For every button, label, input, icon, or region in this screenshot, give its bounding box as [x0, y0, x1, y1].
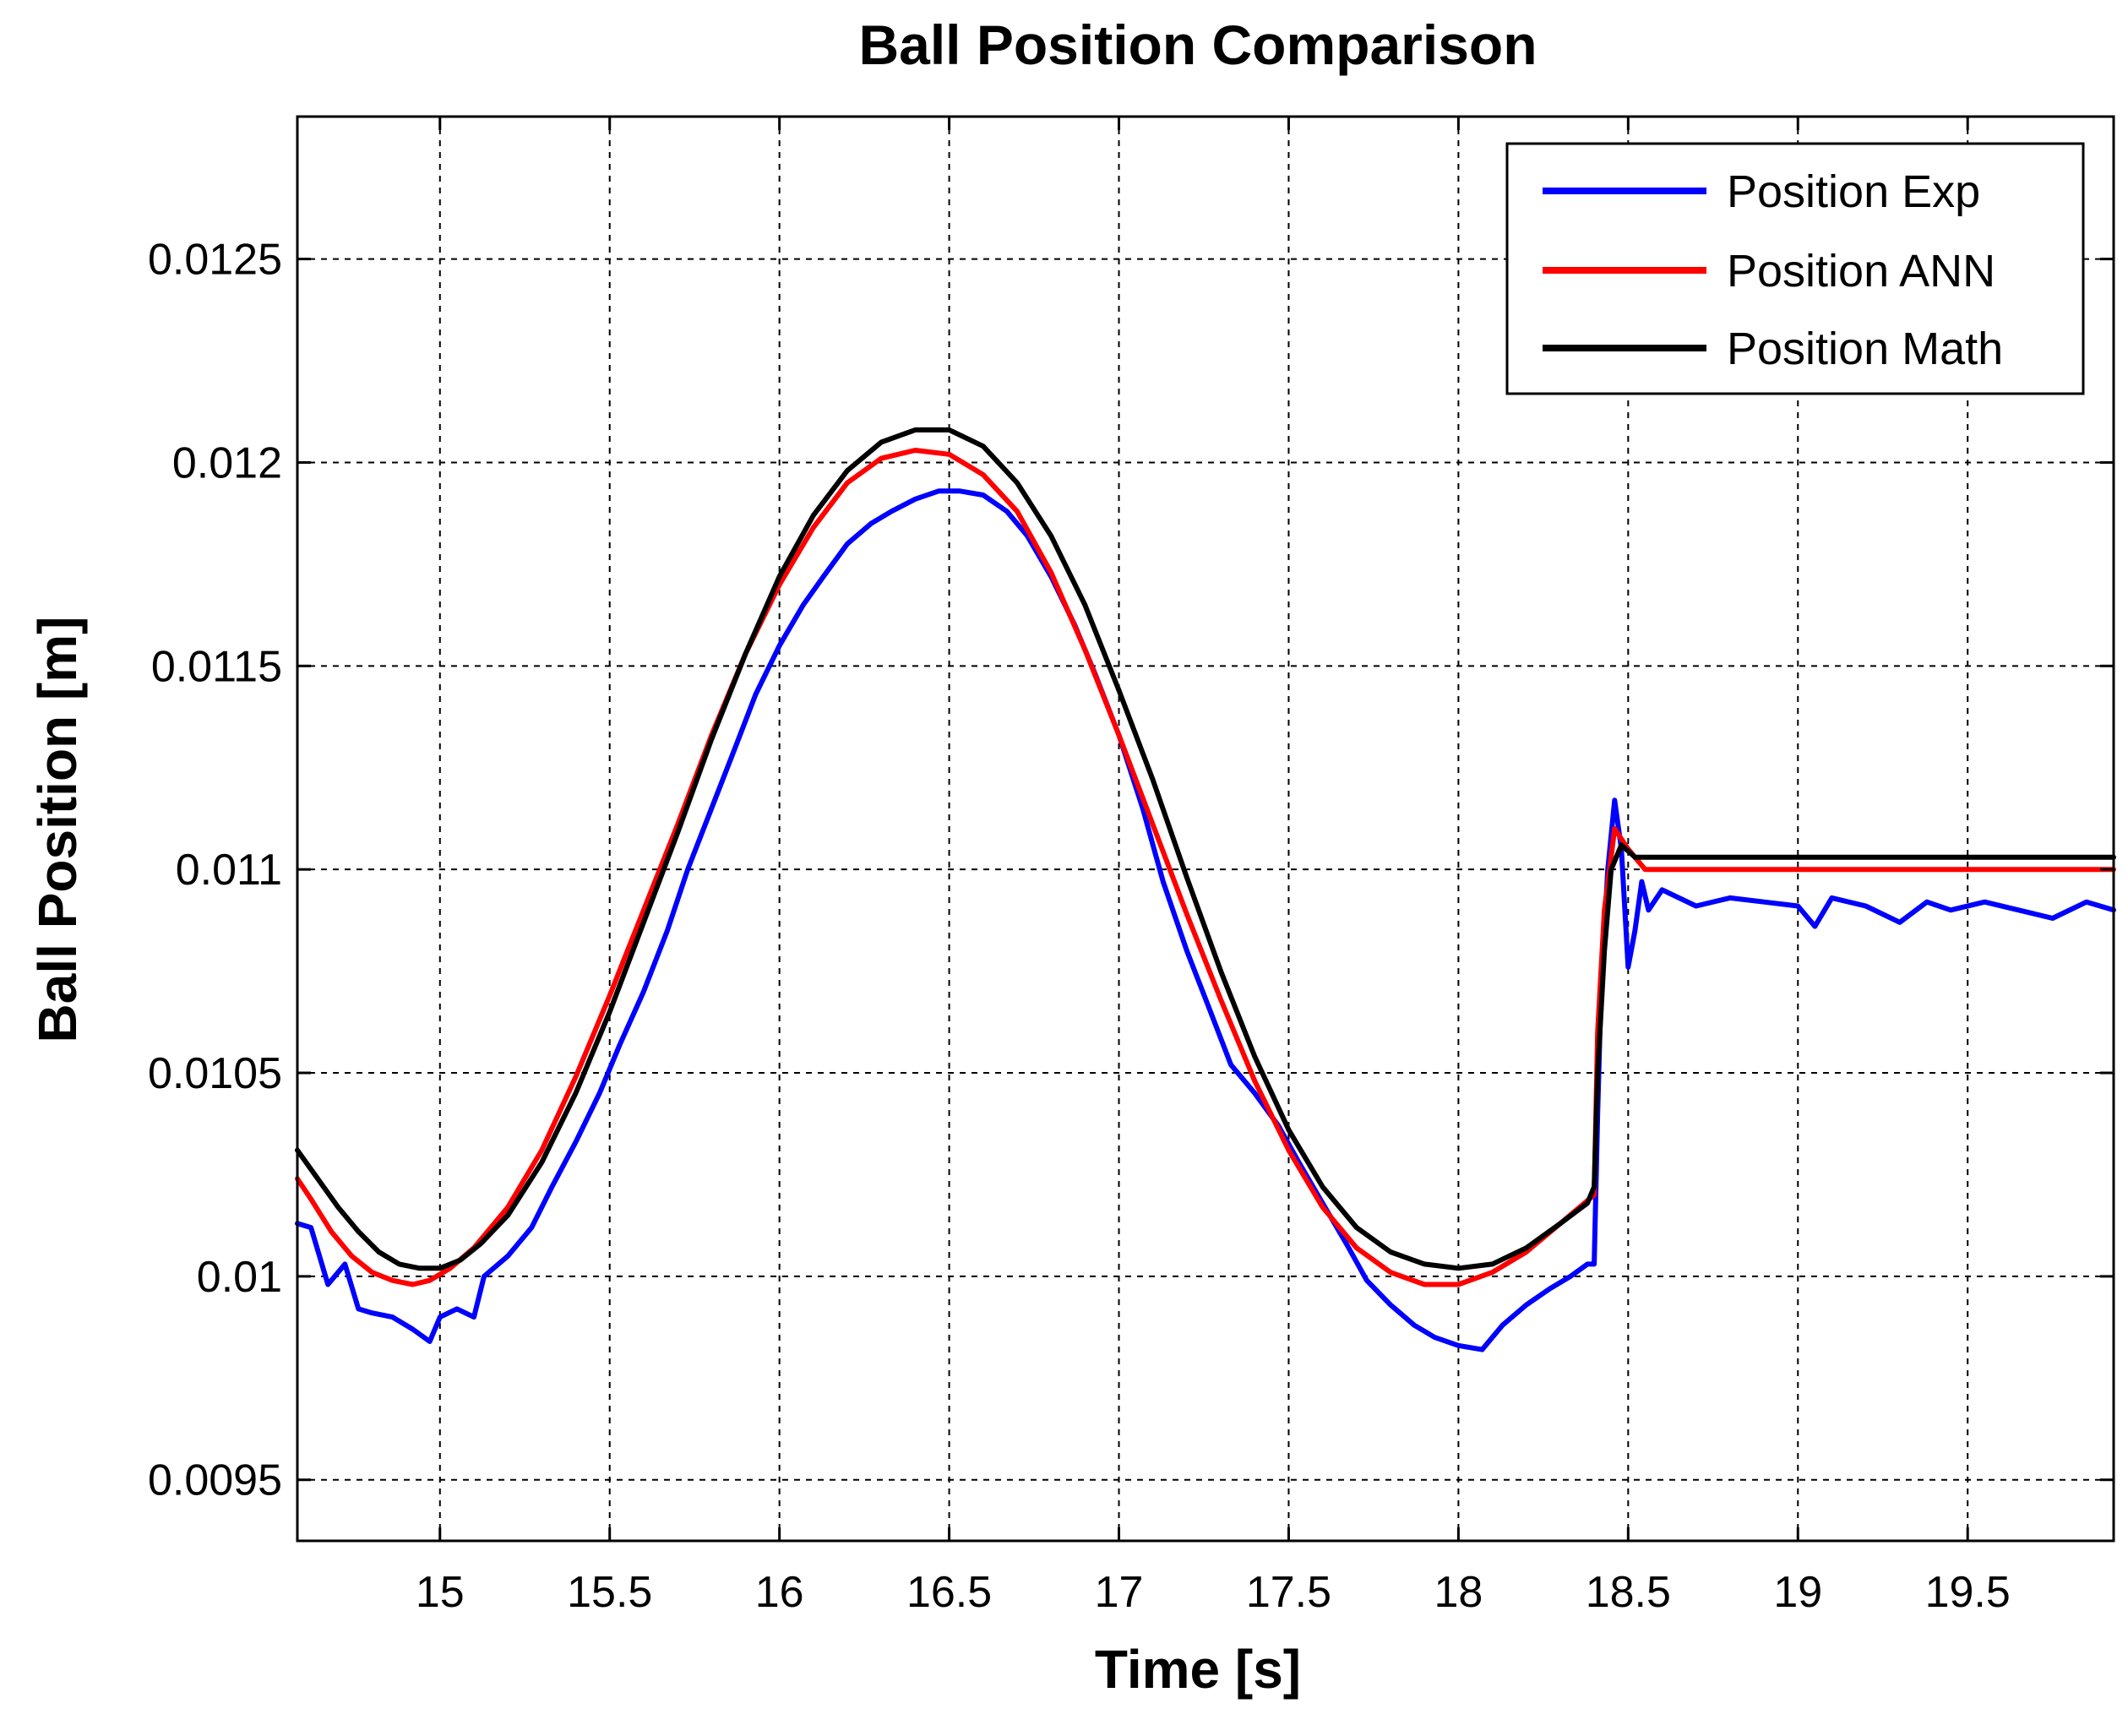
x-tick-label: 15: [416, 1568, 465, 1617]
legend: Position Exp Position ANN Position Math: [1505, 142, 2085, 395]
y-axis-label: Ball Position [m]: [27, 617, 88, 1043]
x-tick-label: 16: [755, 1568, 804, 1617]
legend-label: Position ANN: [1727, 246, 1995, 297]
series-line-position-exp: [295, 488, 2116, 1352]
x-tick-label: 17: [1095, 1568, 1144, 1617]
y-tick-label: 0.0115: [151, 642, 282, 691]
x-tick-label: 16.5: [906, 1568, 992, 1617]
series-line-position-math: [295, 427, 2116, 1271]
y-tick-label: 0.0125: [148, 236, 282, 285]
ticks: 15 15.5 16 16.5 17 17.5 18 18.5 19 19.5 0.0095 0.01…: [148, 117, 2114, 1617]
x-tick-label: 18: [1434, 1568, 1483, 1617]
y-tick-label: 0.0095: [148, 1456, 282, 1505]
x-tick-label: 19.5: [1925, 1568, 2011, 1617]
y-tick-label: 0.0105: [148, 1049, 282, 1098]
x-tick-label: 18.5: [1586, 1568, 1671, 1617]
x-tick-label: 15.5: [567, 1568, 652, 1617]
y-tick-label: 0.012: [172, 438, 282, 487]
x-axis-label: Time [s]: [1095, 1639, 1301, 1700]
legend-label: Position Math: [1727, 324, 2003, 374]
y-tick-label: 0.01: [197, 1253, 282, 1302]
x-tick-label: 17.5: [1246, 1568, 1331, 1617]
x-tick-label: 19: [1773, 1568, 1822, 1617]
plot-frame: [296, 115, 2115, 1543]
y-tick-label: 0.011: [176, 846, 282, 895]
series-layer: [295, 427, 2116, 1352]
chart-title: Ball Position Comparison: [858, 14, 1537, 76]
legend-label: Position Exp: [1727, 166, 1980, 217]
